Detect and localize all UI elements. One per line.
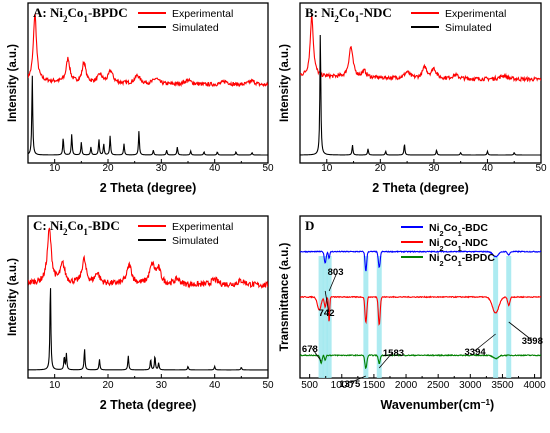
annotation-leader — [324, 290, 330, 313]
x-tick-label: 20 — [102, 163, 114, 174]
panel-title: D — [305, 218, 314, 233]
chart-panel-b: 10 20 30 40 50 2 Theta (degree) Intensity (a.u… — [279, 2, 547, 195]
series-line-ni2co1-ndc — [300, 295, 541, 326]
legend-label: Ni2Co1-BDC — [429, 222, 488, 238]
legend-label: Ni2Co1-NDC — [429, 237, 488, 253]
series-line-experimental — [28, 227, 268, 289]
annotation-leader — [474, 333, 496, 352]
panel-title: C: Ni2Co1-BDC — [33, 218, 120, 237]
x-tick-label: 30 — [156, 163, 168, 174]
highlight-band — [363, 256, 369, 378]
x-tick-label: 10 — [49, 380, 61, 391]
series-line-ni2co1-bpdc — [300, 353, 541, 370]
y-axis-title: Intensity (a.u.) — [279, 44, 291, 122]
y-axis-title: Transmittance (a.u.) — [279, 243, 291, 352]
x-axis-title: Wavenumber(cm−1) — [381, 398, 495, 413]
x-tick-label: 1000 — [331, 380, 354, 391]
band-annotation: 3394 — [465, 347, 487, 358]
x-tick-label: 1500 — [363, 380, 386, 391]
series-line-experimental — [28, 12, 268, 88]
x-axis-title: 2 Theta (degree) — [100, 398, 197, 412]
x-tick-label: 40 — [482, 163, 494, 174]
annotation-leader — [508, 321, 532, 341]
plot-frame — [27, 215, 269, 379]
x-tick-label: 20 — [375, 163, 387, 174]
chart-panel-d: 500 1000 1500 2000 2500 3000 3500 4000 Wavenumbe… — [279, 215, 546, 413]
x-tick-label: 3500 — [491, 380, 514, 391]
x-tick-label: 50 — [262, 163, 274, 174]
legend-label: Simulated — [172, 235, 219, 247]
x-axis-title: 2 Theta (degree) — [100, 181, 197, 195]
legend-label: Experimental — [445, 8, 506, 20]
highlight-band — [493, 256, 499, 378]
panel-title: A: Ni2Co1-BPDC — [33, 5, 128, 24]
x-tick-label: 30 — [428, 163, 440, 174]
x-tick-label: 40 — [209, 380, 221, 391]
legend-label: Simulated — [172, 22, 219, 34]
x-tick-label: 4000 — [523, 380, 546, 391]
annotation-leader — [311, 347, 322, 362]
x-tick-label: 20 — [102, 380, 114, 391]
highlight-band — [376, 256, 382, 378]
legend-label: Ni2Co1-BPDC — [429, 252, 495, 268]
annotation-leader — [349, 375, 367, 384]
legend-label: Simulated — [445, 22, 492, 34]
x-tick-label: 3000 — [459, 380, 482, 391]
y-axis-title: Intensity (a.u.) — [7, 44, 19, 122]
series-line-experimental — [300, 14, 541, 83]
band-annotation: 803 — [328, 267, 344, 278]
y-axis-title: Intensity (a.u.) — [7, 258, 19, 336]
series-line-simulated — [28, 288, 268, 371]
x-tick-label: 10 — [49, 163, 61, 174]
x-axis-title: 2 Theta (degree) — [372, 181, 469, 195]
chart-panel-a: 10 20 30 40 50 2 Theta (degree) Intensity (a.u… — [7, 2, 274, 195]
legend-label: Experimental — [172, 8, 233, 20]
band-annotation: 742 — [319, 308, 335, 319]
chart-panel-c: 10 20 30 40 50 2 Theta (degree) Intensity (a.u… — [7, 215, 274, 412]
annotation-leader — [328, 270, 339, 292]
x-tick-label: 40 — [209, 163, 221, 174]
x-tick-label: 30 — [156, 380, 168, 391]
band-annotation: 3598 — [522, 336, 543, 347]
annotation-leader — [378, 351, 394, 369]
legend-label: Experimental — [172, 221, 233, 233]
x-tick-label: 10 — [321, 163, 333, 174]
x-tick-label: 2500 — [427, 380, 450, 391]
band-annotation: 678 — [302, 344, 318, 355]
highlight-band — [318, 256, 324, 378]
plot-frame — [299, 2, 542, 164]
band-annotation: 1583 — [383, 348, 404, 359]
band-annotation: 1375 — [339, 379, 361, 390]
plot-frame — [27, 2, 269, 164]
x-tick-label: 50 — [535, 163, 547, 174]
series-line-ni2co1-bdc — [300, 250, 541, 272]
x-tick-label: 2000 — [395, 380, 418, 391]
x-tick-label: 500 — [301, 380, 318, 391]
series-line-simulated — [300, 34, 541, 156]
x-tick-label: 50 — [262, 380, 274, 391]
highlight-band — [322, 256, 328, 378]
highlight-band — [506, 256, 512, 378]
panel-title: B: Ni2Co1-NDC — [305, 5, 392, 24]
series-line-simulated — [28, 75, 268, 156]
